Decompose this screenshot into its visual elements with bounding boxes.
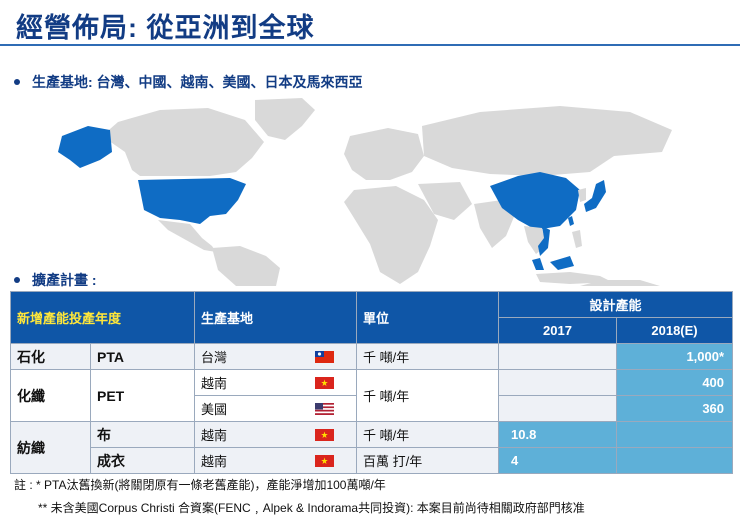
korea-shape xyxy=(578,188,586,202)
taiwan-flag-icon xyxy=(315,350,335,363)
site-name: 越南 xyxy=(201,428,228,443)
mexico-shape xyxy=(158,220,216,252)
capacity-2017-cell xyxy=(498,369,618,396)
usa-flag-icon xyxy=(315,402,335,415)
site-cell: 越南 xyxy=(194,369,358,396)
vietnam-shape xyxy=(538,226,550,256)
taiwan-shape xyxy=(568,216,574,226)
product-cell: 布 xyxy=(89,421,196,448)
unit-cell: 千 噸/年 xyxy=(356,369,500,422)
middle-east-shape xyxy=(418,182,472,220)
production-bases-bullet: 生產基地: 台灣、中國、越南、美國、日本及馬來西亞 xyxy=(14,72,363,92)
site-cell: 越南 xyxy=(194,447,358,474)
bullet-dot-icon xyxy=(14,277,20,283)
alaska-shape xyxy=(58,126,112,168)
header-year-2018e: 2018(E) xyxy=(616,317,734,344)
header-unit: 單位 xyxy=(356,291,500,344)
europe-shape xyxy=(344,128,424,180)
table-row: 化纖 PET 越南 千 噸/年 400 xyxy=(10,369,734,422)
title-divider xyxy=(0,44,740,46)
australia-shape xyxy=(580,280,660,286)
group-cell: 化纖 xyxy=(10,369,91,422)
expansion-plan-text: 擴產計畫 : xyxy=(32,272,97,288)
japan-shape xyxy=(584,180,606,212)
table-row: 石化 PTA 台灣 千 噸/年 1,000* xyxy=(10,343,734,370)
capacity-2017-cell: 4 xyxy=(498,447,618,474)
unit-cell: 千 噸/年 xyxy=(356,343,500,370)
usa-shape xyxy=(138,178,246,224)
site-cell: 美國 xyxy=(194,395,358,422)
site-name: 台灣 xyxy=(201,350,228,365)
header-launch-year: 新增產能投產年度 xyxy=(9,291,196,344)
product-cell: 成衣 xyxy=(89,447,196,474)
south-america-shape xyxy=(212,246,280,286)
group-cell: 石化 xyxy=(10,343,91,370)
production-bases-text: 生產基地: 台灣、中國、越南、美國、日本及馬來西亞 xyxy=(32,74,363,90)
indonesia-shape xyxy=(536,230,612,284)
bullet-dot-icon xyxy=(14,79,20,85)
vietnam-flag-icon xyxy=(315,454,335,467)
vietnam-flag-icon xyxy=(315,376,335,389)
site-name: 美國 xyxy=(201,402,228,417)
table-row: 紡織 布 越南 千 噸/年 10.8 xyxy=(10,421,734,474)
header-year-2017: 2017 xyxy=(498,317,618,344)
site-name: 越南 xyxy=(201,454,228,469)
site-name: 越南 xyxy=(201,376,228,391)
china-shape xyxy=(490,172,580,230)
capacity-2018-cell xyxy=(616,447,734,474)
capacity-2018-cell xyxy=(616,421,734,448)
africa-shape xyxy=(344,186,438,284)
world-map xyxy=(58,98,672,286)
malaysia-shape xyxy=(532,256,574,270)
page-title: 經營佈局: 從亞洲到全球 xyxy=(16,13,315,43)
product-cell: PET xyxy=(89,369,196,422)
capacity-2017-cell: 10.8 xyxy=(498,421,618,448)
expansion-plan-table: 新增產能投產年度 生產基地 單位 設計產能 2017 2018(E) 石化 PT… xyxy=(9,291,734,474)
capacity-2017-cell xyxy=(498,395,618,422)
site-cell: 台灣 xyxy=(194,343,358,370)
header-production-site: 生產基地 xyxy=(194,291,358,344)
footnote-corpus-christi: ** 未含美國Corpus Christi 合資案(FENC﹐Alpek & I… xyxy=(38,501,585,515)
footnote-pta: 註 : * PTA汰舊換新(將關閉原有一條老舊產能)，產能淨增加100萬噸/年 xyxy=(14,478,386,492)
site-cell: 越南 xyxy=(194,421,358,448)
russia-shape xyxy=(422,106,672,176)
group-cell: 紡織 xyxy=(10,421,91,474)
capacity-2018-cell: 400 xyxy=(616,369,734,396)
unit-cell: 百萬 打/年 xyxy=(356,447,500,474)
capacity-2017-cell xyxy=(498,343,618,370)
greenland-shape xyxy=(255,98,315,140)
canada-shape xyxy=(102,108,264,176)
header-design-capacity: 設計產能 xyxy=(498,291,734,318)
table-row: 成衣 越南 百萬 打/年 4 xyxy=(11,447,734,474)
capacity-2018-cell: 360 xyxy=(616,395,734,422)
product-cell: PTA xyxy=(89,343,196,370)
unit-cell: 千 噸/年 xyxy=(356,421,500,448)
capacity-2018-cell: 1,000* xyxy=(616,343,734,370)
expansion-plan-bullet: 擴產計畫 : xyxy=(14,270,97,290)
vietnam-flag-icon xyxy=(315,428,335,441)
india-shape xyxy=(474,200,516,248)
